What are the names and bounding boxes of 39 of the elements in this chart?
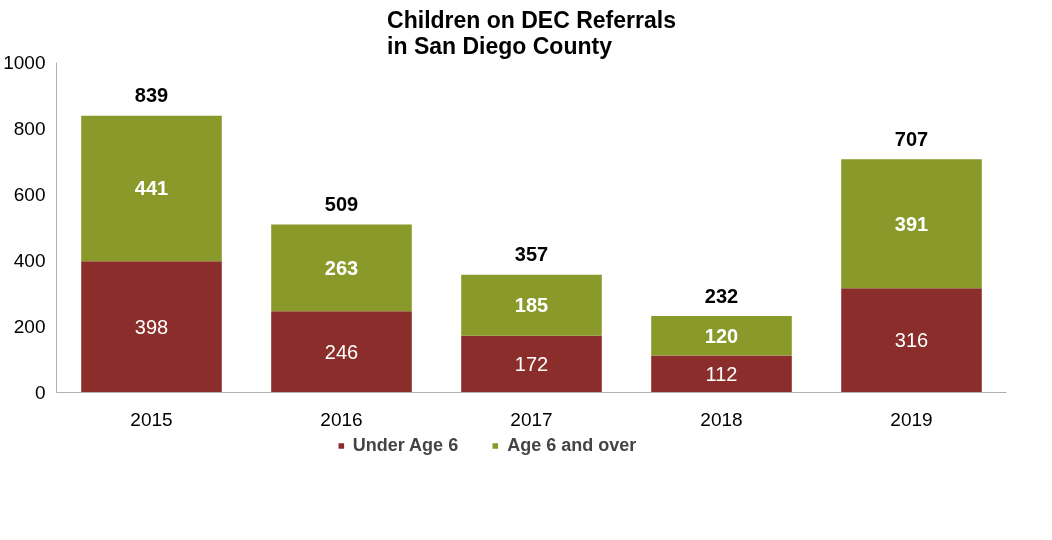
x-tick-label: 2016 — [320, 408, 363, 430]
total-label: 232 — [704, 284, 739, 307]
data-label: 172 — [514, 353, 549, 376]
y-tick-label: 1000 — [3, 52, 46, 73]
total-label: 357 — [514, 243, 549, 266]
x-tick-label: 2017 — [510, 408, 553, 430]
bar — [841, 288, 982, 393]
data-label: 398 — [134, 315, 169, 338]
bar — [81, 261, 222, 393]
bar — [461, 335, 602, 393]
data-label: 120 — [704, 324, 739, 347]
data-label: 112 — [705, 363, 738, 386]
y-tick-label: 0 — [34, 382, 46, 403]
data-label: 185 — [514, 294, 549, 317]
x-tick-label: 2019 — [890, 408, 933, 430]
total-label: 707 — [894, 127, 929, 150]
y-tick-label: 200 — [13, 316, 46, 337]
total-label: 839 — [134, 84, 169, 107]
bar — [841, 159, 982, 289]
data-label: 316 — [894, 329, 929, 352]
y-tick-label: 400 — [13, 250, 46, 271]
data-label: 263 — [324, 256, 359, 279]
bar — [81, 115, 222, 262]
total-label: 509 — [324, 193, 359, 216]
bar — [651, 355, 792, 393]
x-tick-label: 2018 — [700, 408, 743, 430]
data-label: 246 — [324, 340, 359, 363]
y-tick-label: 600 — [13, 184, 46, 205]
x-tick-label: 2015 — [130, 408, 173, 430]
chart-title: Children on DEC Referrals in San Diego County — [387, 6, 676, 59]
legend-label: Under Age 6 — [352, 434, 459, 456]
y-tick-label: 800 — [13, 118, 46, 139]
bar — [271, 224, 412, 312]
bar — [461, 274, 602, 336]
data-label: 391 — [894, 212, 929, 235]
bar — [271, 311, 412, 393]
legend-label: Age 6 and over — [507, 434, 637, 456]
data-label: 441 — [134, 177, 169, 200]
bar — [651, 315, 792, 356]
